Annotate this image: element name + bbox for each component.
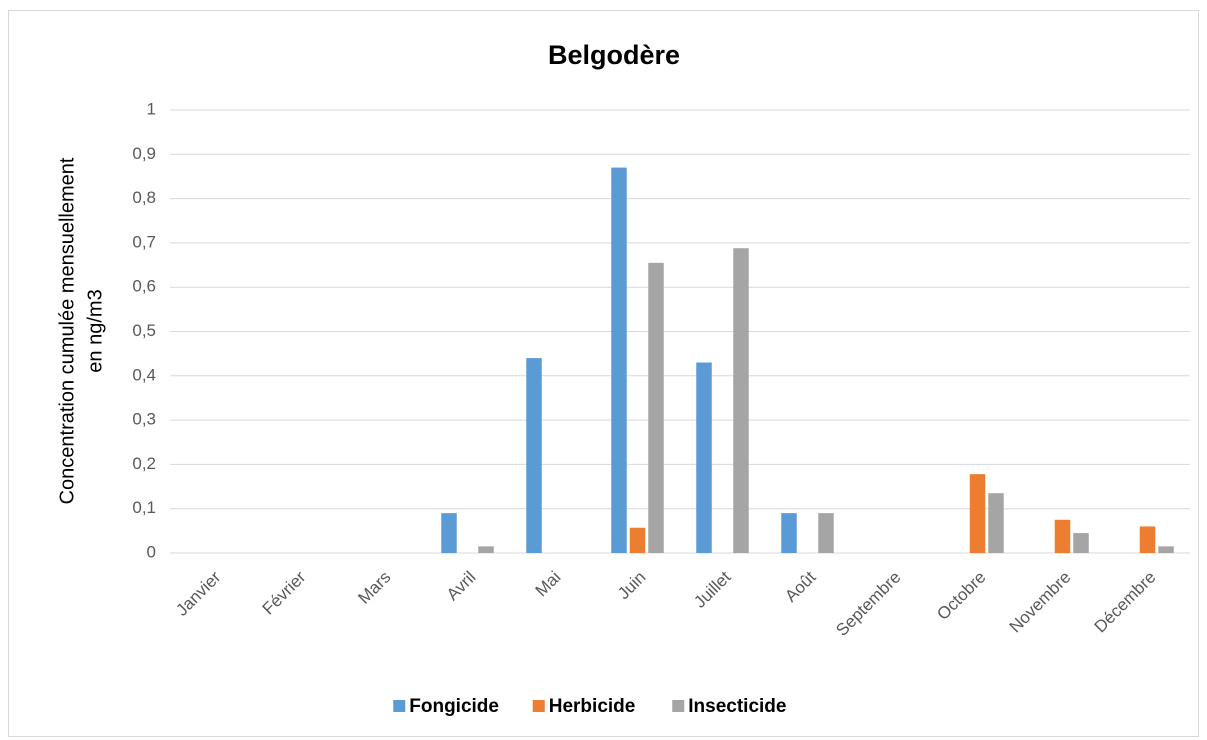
legend-label: Fongicide	[409, 696, 499, 717]
bar	[969, 474, 986, 553]
chart-title: Belgodère	[548, 40, 680, 70]
bar	[1054, 519, 1071, 553]
y-tick-label: 0,6	[132, 277, 156, 296]
bar	[818, 513, 834, 553]
bar	[526, 358, 542, 553]
legend-label: Herbicide	[549, 696, 636, 717]
legend-swatch	[672, 700, 685, 712]
bar	[1139, 526, 1156, 553]
y-tick-label: 0,5	[132, 321, 156, 340]
y-tick-label: 0,1	[132, 498, 156, 517]
y-tick-label: 0,2	[132, 454, 156, 473]
y-tick-label: 0,9	[132, 144, 156, 163]
y-tick-label: 0,8	[132, 188, 156, 207]
y-tick-label: 0,4	[132, 365, 156, 384]
y-tick-label: 0,3	[132, 410, 156, 429]
bar	[441, 513, 457, 553]
legend-label: Insecticide	[688, 696, 786, 717]
y-tick-label: 1	[147, 99, 156, 118]
bar	[733, 248, 749, 553]
bar	[781, 513, 797, 553]
y-axis-label: Concentration cumulée mensuellement	[56, 157, 78, 504]
chart-border	[8, 10, 1199, 737]
y-tick-label: 0,7	[132, 232, 156, 251]
bar	[1158, 546, 1174, 553]
legend-swatch	[393, 700, 406, 712]
y-axis-label: en ng/m3	[84, 289, 106, 372]
bar	[629, 527, 646, 553]
bar	[988, 493, 1004, 553]
bar	[1073, 533, 1089, 553]
bar	[611, 167, 627, 553]
bar	[478, 546, 494, 553]
legend-swatch	[532, 700, 545, 712]
y-tick-label: 0	[147, 542, 156, 561]
bar	[648, 262, 664, 553]
bar	[696, 362, 712, 553]
